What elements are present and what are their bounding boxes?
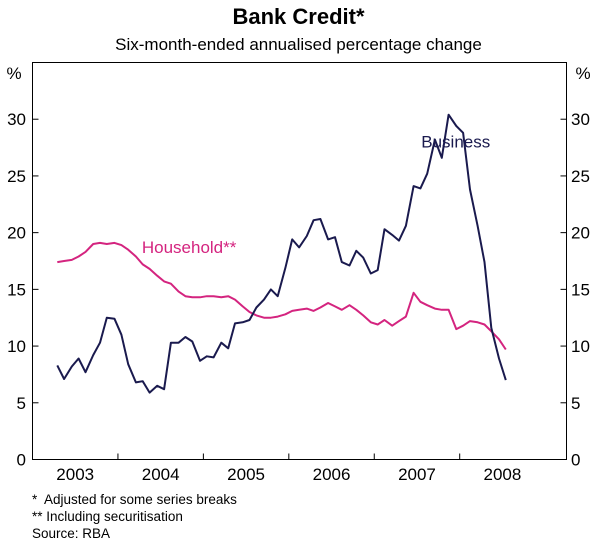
y-tick-label-right: 30 — [571, 110, 590, 129]
y-axis-left-unit: % — [6, 64, 21, 83]
y-tick-label-right: 5 — [571, 394, 580, 413]
chart-title: Bank Credit* — [232, 4, 364, 29]
y-tick-label-left: 0 — [17, 451, 26, 470]
series-layer: Household** Business — [56, 113, 507, 394]
y-tick-label-left: 20 — [7, 224, 26, 243]
series-line-business — [56, 113, 507, 394]
x-tick-label: 2004 — [142, 465, 180, 484]
series-label-household: Household** — [142, 238, 237, 257]
footnote-securitisation: ** Including securitisation — [32, 509, 183, 524]
x-tick-label: 2008 — [484, 465, 522, 484]
y-tick-label-right: 0 — [571, 451, 580, 470]
y-tick-label-right: 20 — [571, 224, 590, 243]
chart-subtitle: Six-month-ended annualised percentage ch… — [115, 35, 482, 54]
x-axis: 2003 2004 2005 2006 2007 2008 — [56, 453, 522, 484]
series-label-business: Business — [421, 133, 490, 152]
plot-frame — [32, 62, 567, 460]
x-tick-label: 2003 — [56, 465, 94, 484]
y-tick-label-left: 10 — [7, 337, 26, 356]
x-tick-label: 2006 — [313, 465, 351, 484]
y-tick-label-right: 10 — [571, 337, 590, 356]
y-tick-label-left: 5 — [17, 394, 26, 413]
y-tick-label-left: 15 — [7, 280, 26, 299]
y-tick-label-right: 15 — [571, 280, 590, 299]
y-tick-label-right: 25 — [571, 167, 590, 186]
y-axis-right-unit: % — [575, 64, 590, 83]
y-tick-label-left: 25 — [7, 167, 26, 186]
x-tick-label: 2007 — [398, 465, 436, 484]
y-tick-label-left: 30 — [7, 110, 26, 129]
footnote-source: Source: RBA — [32, 526, 110, 541]
x-tick-label: 2005 — [227, 465, 265, 484]
series-line-household — [57, 241, 507, 351]
footnote-adjusted: * Adjusted for some series breaks — [32, 492, 237, 507]
y-axis-right: 0 5 10 15 20 25 30 — [560, 110, 590, 470]
y-axis-left: 0 5 10 15 20 25 30 — [7, 110, 39, 470]
